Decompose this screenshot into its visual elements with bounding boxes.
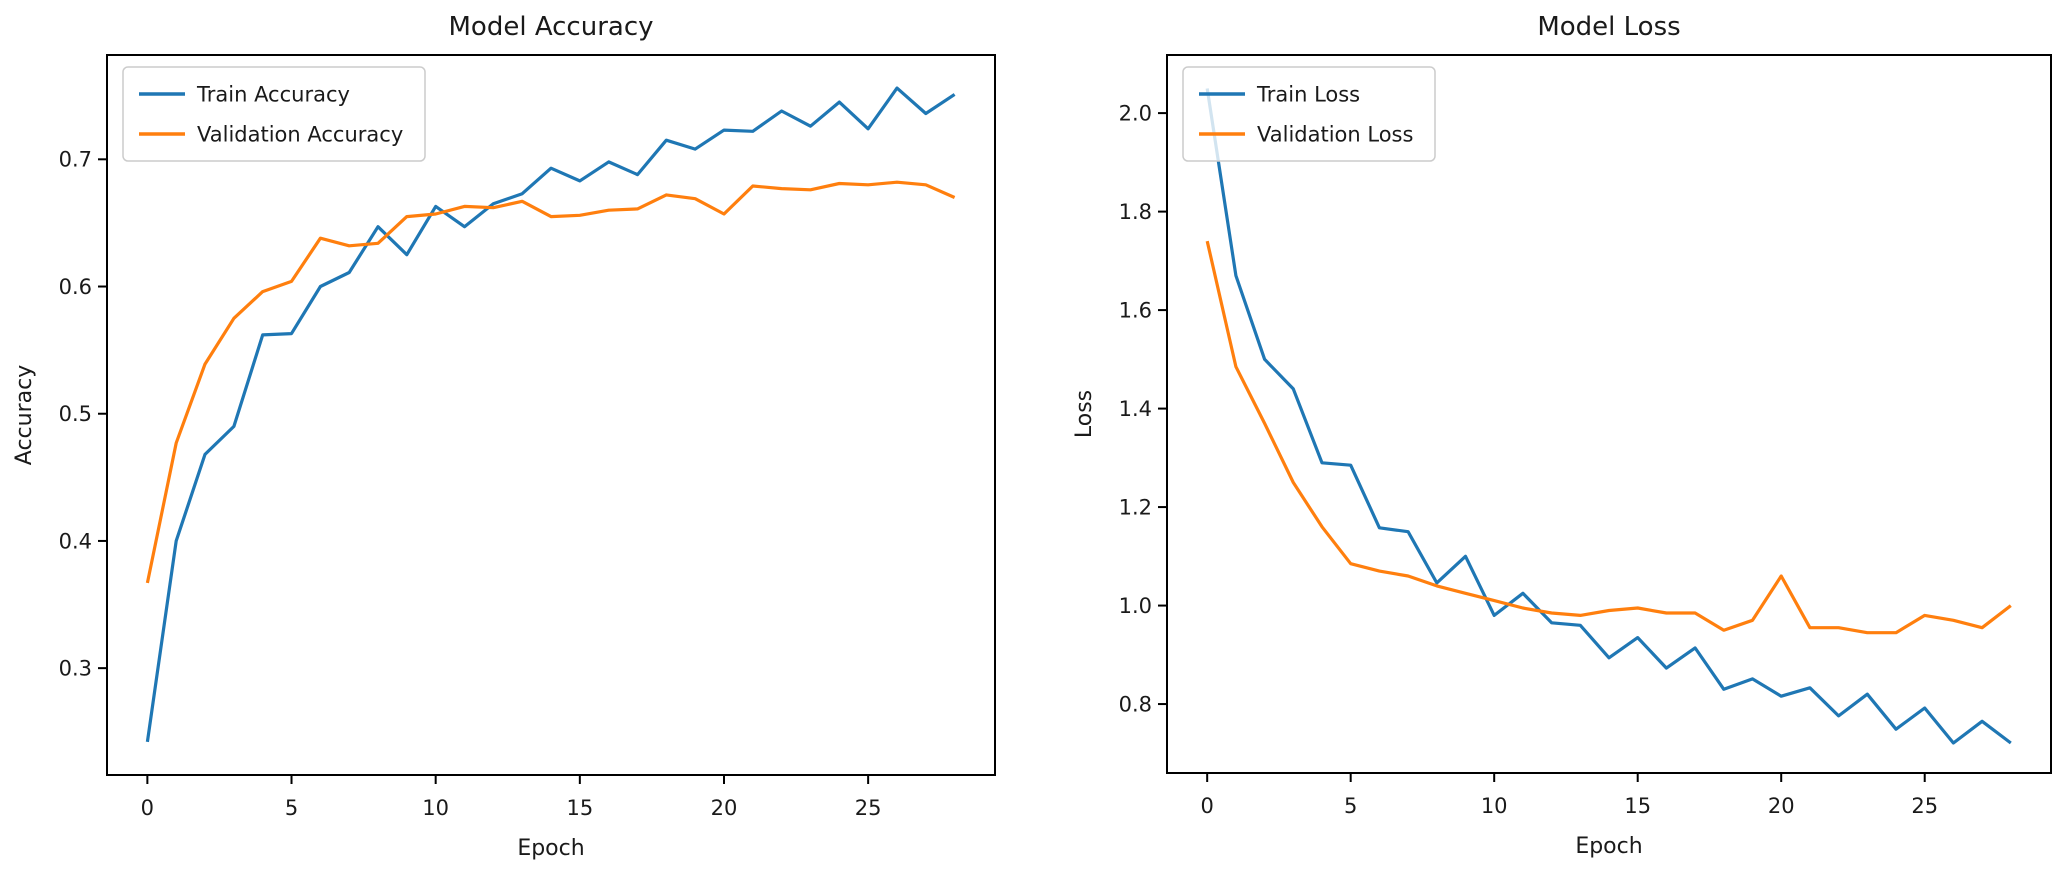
legend: Train Loss Validation Loss (1182, 66, 1436, 162)
x-tick-label: 25 (855, 796, 882, 820)
y-axis-label: Loss (1072, 390, 1097, 438)
y-tick-label: 0.5 (59, 402, 92, 426)
line-validation-loss (1205, 240, 2012, 635)
y-tick-label: 1.2 (1119, 495, 1152, 519)
y-tick-label: 0.8 (1119, 692, 1152, 716)
x-axis-label: Epoch (1575, 834, 1642, 859)
y-tick-label: 1.8 (1119, 200, 1152, 224)
x-tick-label: 20 (711, 796, 738, 820)
x-tick-label: 15 (1624, 794, 1651, 818)
chart-model-loss: Model Loss 0 5 10 15 20 25 0.8 1.0 1.2 1.4 1.6 1.8 2.… (1072, 12, 2052, 859)
y-tick-label: 1.0 (1119, 594, 1152, 618)
line-validation-accuracy (145, 180, 956, 584)
x-tick-label: 20 (1768, 794, 1795, 818)
y-tick-label: 2.0 (1119, 101, 1152, 125)
legend-box (1182, 66, 1436, 162)
x-axis-label: Epoch (517, 836, 584, 861)
plot-border (1166, 54, 2052, 774)
chart-title: Model Accuracy (448, 12, 653, 42)
y-tick-label: 1.6 (1119, 298, 1152, 322)
x-tick-label: 25 (1911, 794, 1938, 818)
y-tick-label: 1.4 (1119, 397, 1152, 421)
line-train-loss (1205, 88, 2012, 745)
legend: Train Accuracy Validation Accuracy (122, 66, 426, 162)
line-train-accuracy (145, 86, 956, 743)
x-tick-label: 5 (1344, 794, 1357, 818)
y-tick-label: 0.4 (59, 529, 92, 553)
plot-border (106, 54, 996, 776)
x-tick-label: 0 (1200, 794, 1213, 818)
x-tick-label: 0 (141, 796, 154, 820)
legend-label-train-accuracy: Train Accuracy (196, 82, 350, 106)
x-tick-label: 5 (285, 796, 298, 820)
y-tick-label: 0.7 (59, 148, 92, 172)
y-axis-label: Accuracy (12, 365, 37, 465)
x-tick-label: 10 (422, 796, 449, 820)
y-tick-label: 0.3 (59, 656, 92, 680)
legend-label-validation-loss: Validation Loss (1257, 122, 1413, 146)
x-tick-label: 15 (566, 796, 593, 820)
y-tick-label: 0.6 (59, 275, 92, 299)
x-tick-label: 10 (1481, 794, 1508, 818)
legend-label-train-loss: Train Loss (1256, 82, 1360, 106)
legend-box (122, 66, 426, 162)
legend-label-validation-accuracy: Validation Accuracy (197, 122, 403, 146)
chart-model-accuracy: Model Accuracy 0 5 10 15 20 25 0.3 0.4 0.5 0.6 0.7 E… (12, 12, 996, 861)
chart-title: Model Loss (1537, 12, 1680, 42)
